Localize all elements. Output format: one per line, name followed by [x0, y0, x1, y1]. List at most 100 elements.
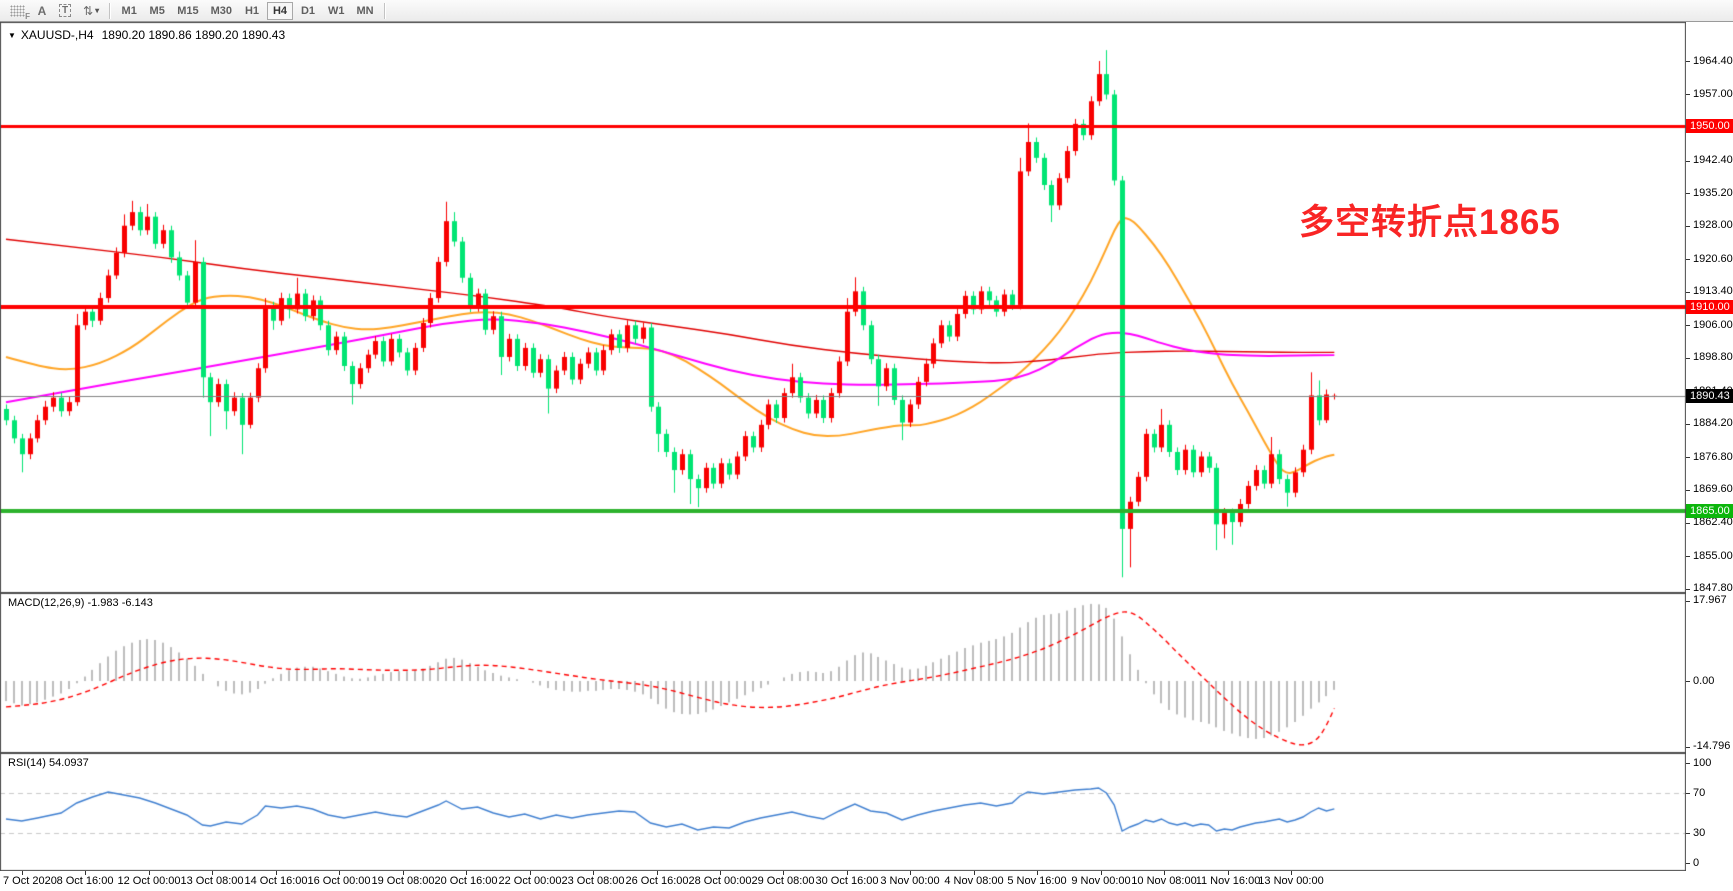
chart-title: ▼ XAUUSD-,H4 1890.20 1890.86 1890.20 1890.…: [8, 28, 285, 42]
macd-indicator-canvas[interactable]: [0, 593, 1686, 753]
letter-a-icon: A: [37, 3, 47, 18]
level-price-badge: 1865.00: [1686, 504, 1733, 518]
time-tick: [149, 871, 150, 875]
price-label: 1942.40: [1693, 154, 1733, 166]
level-price-badge: 1950.00: [1686, 119, 1733, 133]
level-price-badge: 1910.00: [1686, 300, 1733, 314]
letter-t-icon: T: [59, 4, 72, 17]
price-tick: [1686, 61, 1690, 62]
time-axis: 7 Oct 2020 8 Oct 16:00 12 Oct 00:00 13 Oct …: [0, 871, 1733, 891]
price-label: 1876.80: [1693, 451, 1733, 463]
timeframe-button-m30[interactable]: M30: [210, 4, 232, 17]
rsi-axis-label: 0: [1693, 857, 1700, 869]
rsi-tick: [1686, 763, 1690, 764]
time-tick: [22, 871, 23, 875]
price-label: 1920.60: [1693, 253, 1733, 265]
toolbar: F A T ⇅ ▾ M1 M5 M15 M30 H1 H4 D1 W1 MN: [0, 0, 1733, 22]
time-tick: [403, 871, 404, 875]
timeframe-button-m1[interactable]: M1: [121, 4, 137, 17]
price-tick: [1686, 358, 1690, 359]
time-label: 20 Oct 16:00: [434, 875, 498, 887]
time-tick: [593, 871, 594, 875]
price-axis: 1964.40 1957.00 1942.40 1935.20 1928.00 1920.…: [1686, 22, 1733, 871]
time-label: 5 Nov 16:00: [1007, 875, 1067, 887]
time-tick: [847, 871, 848, 875]
rsi-tick: [1686, 833, 1690, 834]
time-label: 4 Nov 08:00: [944, 875, 1004, 887]
time-label: 12 Oct 00:00: [117, 875, 181, 887]
timeframe-button-m15[interactable]: M15: [177, 4, 199, 17]
price-label: 1847.80: [1693, 582, 1733, 594]
price-tick: [1686, 556, 1690, 557]
time-label: 8 Oct 16:00: [56, 875, 114, 887]
rsi-indicator-canvas[interactable]: [0, 753, 1686, 871]
rsi-axis-label: 70: [1693, 787, 1706, 799]
price-tick: [1686, 523, 1690, 524]
time-tick: [1291, 871, 1292, 875]
macd-axis-label: 17.967: [1693, 594, 1727, 606]
price-label: 1884.20: [1693, 417, 1733, 429]
chevron-down-icon: ▾: [95, 6, 100, 15]
arrange-button[interactable]: ⇅ ▾: [78, 2, 104, 20]
text-tool-button[interactable]: T: [54, 2, 76, 20]
price-label: 1928.00: [1693, 219, 1733, 231]
price-label: 1898.80: [1693, 351, 1733, 363]
price-chart-canvas[interactable]: [0, 22, 1686, 593]
macd-tick: [1686, 681, 1690, 682]
timeframe-button-h1[interactable]: H1: [244, 4, 260, 17]
time-tick: [1037, 871, 1038, 875]
dots-grid-icon: F: [10, 4, 30, 21]
time-label: 11 Nov 16:00: [1195, 875, 1261, 887]
time-label: 13 Oct 08:00: [180, 875, 244, 887]
time-tick: [276, 871, 277, 875]
symbol-period-label: XAUUSD-,H4: [20, 28, 94, 42]
price-label: 1964.40: [1693, 55, 1733, 67]
time-label: 19 Oct 08:00: [371, 875, 435, 887]
price-label: 1913.40: [1693, 285, 1733, 297]
price-tick: [1686, 161, 1690, 162]
time-tick: [1164, 871, 1165, 875]
time-tick: [720, 871, 721, 875]
toolbar-separator: [109, 2, 112, 19]
time-label: 10 Nov 08:00: [1131, 875, 1197, 887]
time-tick: [1101, 871, 1102, 875]
timeframe-button-w1[interactable]: W1: [328, 4, 345, 17]
time-label: 23 Oct 08:00: [561, 875, 625, 887]
time-label: 13 Nov 00:00: [1258, 875, 1324, 887]
time-tick: [530, 871, 531, 875]
timeframe-button-mn[interactable]: MN: [356, 4, 374, 17]
time-label: 22 Oct 00:00: [498, 875, 562, 887]
price-tick: [1686, 325, 1690, 326]
time-tick: [783, 871, 784, 875]
macd-tick: [1686, 601, 1690, 602]
price-tick: [1686, 259, 1690, 260]
price-tick: [1686, 292, 1690, 293]
timeframe-button-d1[interactable]: D1: [300, 4, 316, 17]
price-label: 1957.00: [1693, 88, 1733, 100]
label-tool-button[interactable]: A: [32, 2, 52, 20]
timeframe-button-h4-active[interactable]: H4: [267, 1, 293, 20]
timeframe-button-m5[interactable]: M5: [149, 4, 165, 17]
price-tick: [1686, 490, 1690, 491]
time-tick: [1228, 871, 1229, 875]
time-label: 7 Oct 2020: [3, 875, 57, 887]
time-label: 28 Oct 00:00: [688, 875, 752, 887]
annotation-text: 多空转折点1865: [1299, 203, 1561, 242]
anchor-grid-icon[interactable]: F: [5, 2, 30, 21]
rsi-tick: [1686, 793, 1690, 794]
macd-label: MACD(12,26,9) -1.983 -6.143: [8, 597, 153, 609]
price-label: 1906.00: [1693, 319, 1733, 331]
collapse-triangle-icon[interactable]: ▼: [8, 31, 16, 40]
time-tick: [85, 871, 86, 875]
ohlc-values: 1890.20 1890.86 1890.20 1890.43: [101, 28, 286, 42]
price-label: 1855.00: [1693, 550, 1733, 562]
toolbar-separator: [383, 2, 386, 19]
macd-tick: [1686, 747, 1690, 748]
price-tick: [1686, 589, 1690, 590]
time-label: 29 Oct 08:00: [751, 875, 815, 887]
time-tick: [212, 871, 213, 875]
time-label: 14 Oct 16:00: [244, 875, 308, 887]
macd-axis-label: 0.00: [1693, 675, 1715, 687]
time-label: 3 Nov 00:00: [880, 875, 940, 887]
